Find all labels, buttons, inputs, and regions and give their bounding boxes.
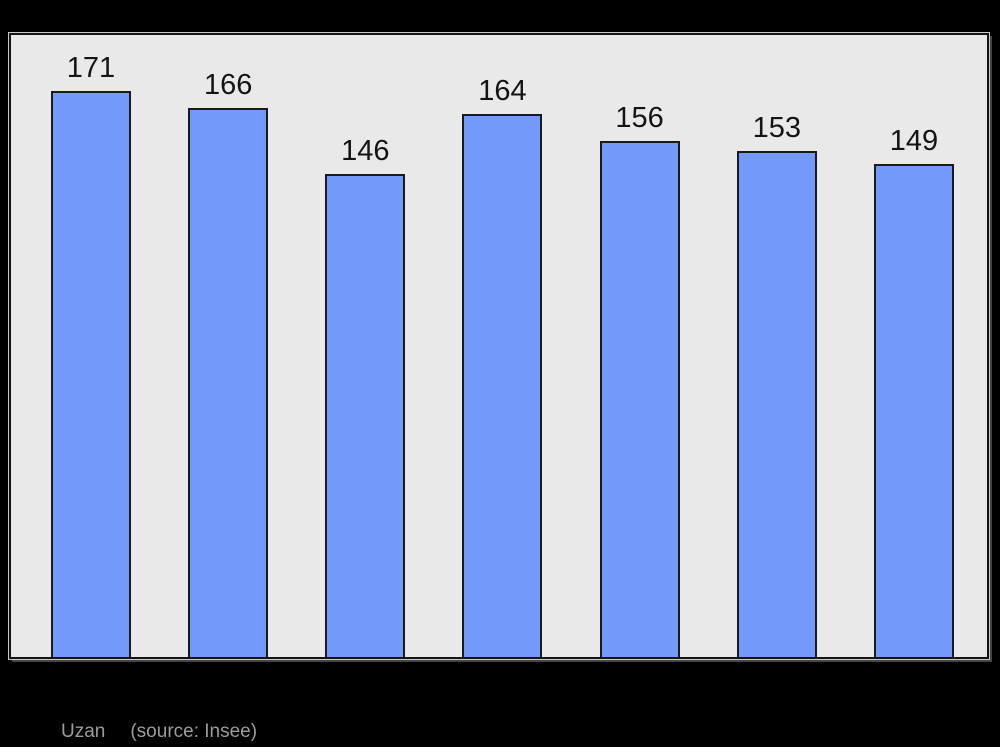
bar-group: 171 (51, 35, 131, 657)
chart-caption: Uzan (source: Insee) (61, 720, 257, 744)
bar (873, 164, 954, 657)
bar (188, 107, 269, 657)
bar (462, 114, 543, 657)
caption-source: (source: Insee) (130, 721, 258, 742)
bars-row: 171 166 146 164 156 153 149 (11, 35, 987, 657)
bar-value-label: 166 (203, 68, 253, 101)
bar-value-label: 149 (889, 125, 939, 158)
bar-value-label: 164 (478, 75, 527, 108)
chart-plot-area: 171 166 146 164 156 153 149 (9, 33, 989, 659)
bar (599, 140, 680, 657)
bar-group: 164 (462, 35, 543, 657)
bar (736, 150, 817, 657)
bar-group: 166 (188, 35, 269, 657)
bar-value-label: 156 (615, 101, 664, 134)
bar-value-label: 171 (66, 52, 116, 85)
bar-value-label: 146 (341, 134, 390, 167)
bar-group: 146 (325, 35, 406, 657)
bar-group: 149 (873, 35, 954, 657)
bar (325, 173, 406, 657)
bar-group: 156 (599, 35, 680, 657)
bar-value-label: 153 (752, 111, 801, 144)
bar (51, 91, 131, 657)
bar-group: 153 (736, 35, 817, 657)
caption-title: Uzan (61, 721, 106, 742)
